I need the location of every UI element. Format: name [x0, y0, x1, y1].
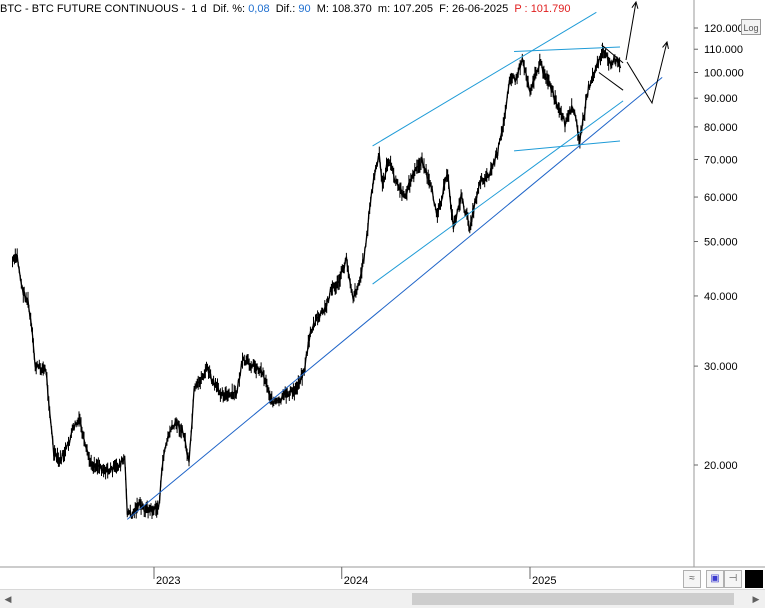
projection-arrow-dip-head — [662, 40, 669, 49]
dif-pct-value: 0,08 — [248, 3, 270, 15]
pin-icon[interactable]: ⊣ — [724, 570, 742, 588]
y-tick-label: 60.000 — [704, 192, 738, 204]
period: 1 d — [191, 3, 207, 15]
trendline-3 — [514, 46, 621, 52]
x-tick-label: 2024 — [344, 575, 368, 587]
y-tick-label: 70.000 — [704, 154, 738, 166]
max-label: M: — [316, 3, 329, 15]
wedge-line-0 — [601, 44, 624, 64]
trendline-4 — [514, 140, 621, 152]
symbol-name: BTC - BTC FUTURE CONTINUOUS — [0, 3, 179, 15]
zoom-fit-icon[interactable]: ≈ — [683, 570, 701, 588]
projection-arrow-up — [625, 1, 637, 61]
price-label: P : — [514, 3, 528, 15]
save-icon[interactable]: ▣ — [706, 570, 724, 588]
price-series — [11, 48, 622, 519]
scroll-thumb[interactable] — [412, 593, 734, 605]
y-tick-label: 40.000 — [704, 291, 738, 303]
y-tick-label: 110.000 — [704, 44, 743, 56]
trendline-0 — [372, 11, 597, 147]
dif-value: 90 — [298, 3, 311, 15]
y-tick-label: 80.000 — [704, 122, 738, 134]
y-tick-label: 30.000 — [704, 361, 738, 373]
dif-label: Dif.: — [275, 3, 296, 15]
y-tick-label: 90.000 — [704, 93, 738, 105]
y-tick-label: 20.000 — [704, 460, 738, 472]
projection-arrow-up-head — [631, 0, 639, 9]
min-value: 107.205 — [393, 3, 433, 15]
wedge-line-1 — [598, 72, 624, 91]
horizontal-scrollbar[interactable]: ◀ ▶ — [0, 589, 765, 608]
x-tick-label: 2025 — [532, 575, 556, 587]
date-label: F: — [439, 3, 449, 15]
dif-pct-label: Dif. %: — [212, 3, 246, 15]
scroll-right-icon[interactable]: ▶ — [752, 594, 760, 604]
trendline-2 — [126, 77, 663, 520]
scroll-left-icon[interactable]: ◀ — [4, 594, 12, 604]
chart-header: BTC - BTC FUTURE CONTINUOUS - 1 d Dif. %… — [0, 3, 571, 15]
price-value: 101.790 — [530, 3, 571, 15]
min-label: m: — [377, 3, 391, 15]
y-tick-label: 120.000 — [704, 23, 744, 35]
max-value: 108.370 — [332, 3, 372, 15]
projection-arrow-dip — [626, 41, 668, 105]
trendline-1 — [372, 100, 624, 285]
date-value: 26-06-2025 — [451, 3, 509, 15]
price-candles — [12, 42, 621, 519]
y-tick-label: 50.000 — [704, 237, 738, 249]
y-tick-label: 100.000 — [704, 67, 744, 79]
color-swatch-icon[interactable] — [745, 570, 763, 588]
x-tick-label: 2023 — [156, 575, 180, 587]
log-scale-button[interactable]: Log — [741, 19, 761, 35]
